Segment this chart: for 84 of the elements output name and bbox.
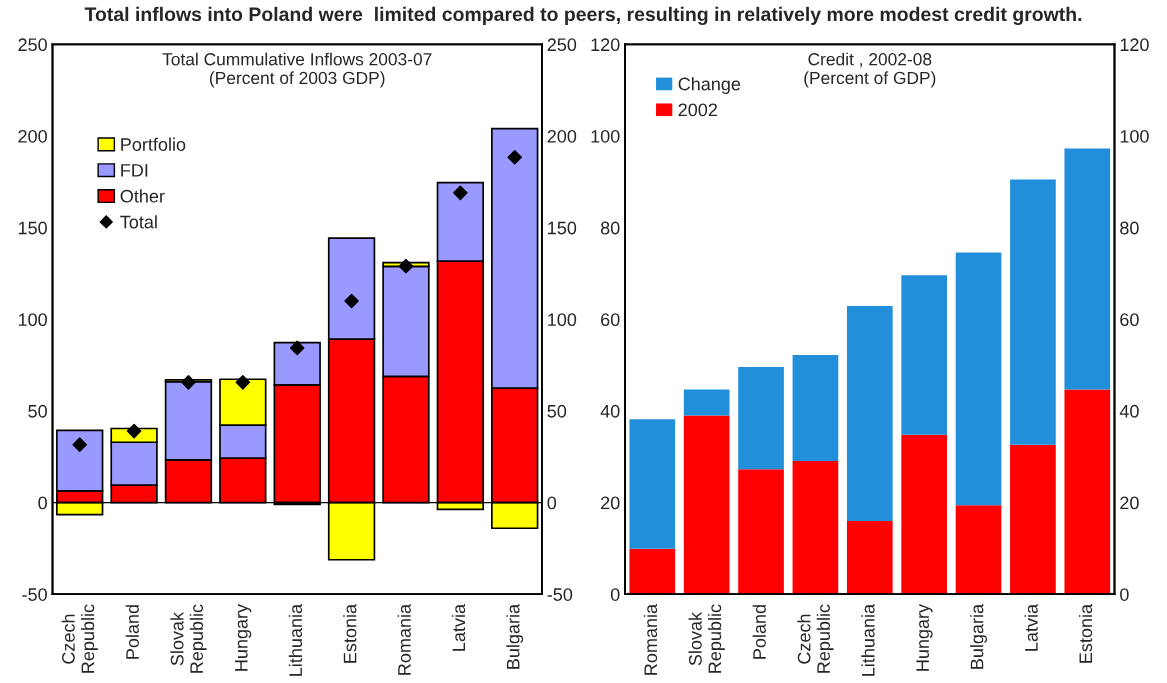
y2-tick-label: 40 (1119, 404, 1139, 418)
bar (629, 419, 676, 549)
y2-tick-label: 150 (548, 221, 577, 235)
y-tick-label: 0 (38, 496, 47, 510)
x-tick-label: Bulgaria (506, 603, 524, 669)
y2-tick-label: 50 (547, 404, 567, 418)
legend-label: 2002 (678, 103, 717, 117)
y-tick-label: 120 (591, 38, 620, 52)
y-tick-label: -50 (22, 588, 47, 601)
y-tick-label: 20 (601, 496, 620, 510)
y-tick-label: 100 (18, 313, 47, 327)
x-tick-label: Romania (643, 603, 658, 675)
legend-label: Total (120, 215, 157, 229)
point (72, 437, 87, 452)
y2-tick-label: 60 (1120, 313, 1139, 327)
y-tick-label: 60 (601, 313, 620, 327)
bar (1010, 444, 1056, 595)
y2-tick-label: 80 (1120, 221, 1139, 235)
y-tick-label: 200 (18, 129, 47, 143)
legend-label: FDI (121, 164, 148, 177)
y-tick-label: 250 (18, 38, 47, 52)
point (507, 150, 522, 165)
y2-tick-label: 100 (548, 313, 577, 327)
point (289, 340, 305, 356)
x-tick-label: Slovak Republic (170, 604, 207, 673)
y-tick-label: 50 (28, 404, 47, 418)
y2-tick-label: 100 (1120, 129, 1149, 143)
bar (1064, 148, 1111, 390)
bar (846, 306, 893, 521)
bar (738, 366, 784, 470)
legend-label: Other (120, 189, 165, 203)
x-tick-label: Slovak Republic (688, 604, 725, 673)
x-tick-label: Estonia (343, 603, 357, 663)
y-tick-label: 80 (600, 221, 620, 235)
point (453, 185, 468, 201)
legend-label: Change (678, 77, 741, 94)
x-tick-label: Hungary (916, 603, 933, 671)
point (344, 293, 359, 309)
bar (1010, 179, 1056, 445)
x-tick-label: Poland (752, 605, 766, 659)
chart-title: Total Cummulative Inflows 2003-07 (162, 52, 432, 66)
x-tick-label: Romania (397, 603, 411, 675)
y2-tick-label: 20 (1120, 496, 1139, 510)
y2-tick-label: -50 (547, 588, 573, 601)
y2-tick-label: 250 (547, 38, 577, 52)
legend-label: Portfolio (121, 137, 186, 151)
bar (792, 355, 839, 461)
text: (Percent of 2003 GDP) (210, 71, 385, 88)
x-tick-label: Latvia (1024, 603, 1038, 651)
x-tick-label: Latvia (451, 603, 466, 651)
y-tick-label: 40 (600, 404, 620, 418)
bar (901, 275, 948, 435)
y2-tick-label: 120 (1120, 38, 1149, 52)
x-tick-label: Hungary (235, 603, 252, 671)
y2-tick-label: 0 (547, 496, 557, 510)
x-tick-label: Poland (125, 605, 139, 659)
bar (629, 548, 676, 595)
x-tick-label: Estonia (1078, 603, 1093, 663)
bar (1064, 389, 1111, 595)
y-tick-label: 150 (18, 221, 47, 235)
y2-tick-label: 200 (547, 129, 577, 143)
x-tick-label: Bulgaria (970, 603, 987, 669)
y-tick-label: 100 (591, 129, 620, 143)
x-tick-label: Lithuania (861, 603, 875, 676)
bar (792, 460, 839, 595)
bar (846, 520, 893, 595)
x-tick-label: Czech Republic (797, 604, 834, 673)
point (181, 375, 196, 390)
text: Total inflows into Poland were limited compared to peers, resulting in relatively more modest credit growth. (84, 6, 1082, 26)
bar (955, 252, 1002, 506)
text: (Percent of GDP) (804, 71, 936, 88)
y-tick-label: 0 (610, 588, 620, 601)
bar (683, 389, 730, 416)
x-tick-label: Czech Republic (61, 604, 98, 673)
point (398, 258, 414, 274)
bar (738, 469, 784, 595)
y2-tick-label: 0 (1120, 588, 1129, 601)
x-tick-label: Lithuania (288, 603, 303, 676)
bar (955, 505, 1002, 595)
point (126, 423, 142, 439)
bar (683, 415, 730, 595)
bar (901, 434, 948, 595)
chart-title: Credit , 2002-08 (808, 52, 932, 68)
point (235, 375, 251, 390)
